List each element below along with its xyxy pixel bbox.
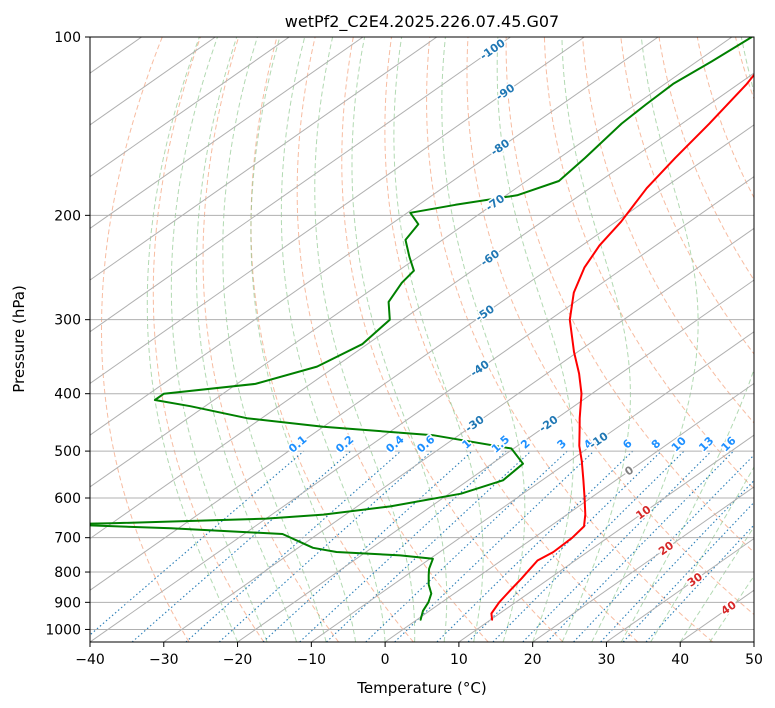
dry-adiabat [505, 37, 754, 553]
background-lines [90, 37, 754, 642]
y-tick-label: 800 [54, 565, 81, 581]
mixing-ratio-line [218, 450, 433, 642]
moist-adiabat [195, 37, 298, 642]
isotherm-gridline [90, 37, 438, 281]
mixing-ratio-line [622, 501, 754, 642]
isotherm-gridline [90, 124, 754, 591]
y-axis-label: Pressure (hPa) [10, 285, 28, 393]
mixing-ratio-line [326, 450, 532, 642]
isotherm-gridline [90, 37, 511, 333]
y-tick-label: 500 [54, 444, 81, 460]
moist-adiabat [280, 37, 386, 642]
moist-adiabat [620, 37, 754, 642]
isotherm-gridline [606, 537, 754, 642]
dry-adiabat [696, 37, 754, 199]
x-tick-label: −10 [297, 652, 327, 668]
isotherm-gridline [90, 37, 733, 488]
moist-adiabat [250, 37, 357, 642]
x-tick-label: −40 [75, 652, 105, 668]
moist-adiabat [650, 465, 754, 642]
x-tick-label: 20 [524, 652, 542, 668]
dry-adiabat [466, 37, 754, 616]
mixing-ratio-line [492, 450, 685, 642]
moist-adiabat [222, 37, 327, 642]
dry-adiabat [100, 37, 190, 642]
moist-adiabat [709, 575, 754, 642]
x-tick-label: 30 [598, 652, 616, 668]
dry-adiabat [152, 37, 265, 642]
y-tick-label: 100 [54, 30, 81, 46]
chart-title: wetPf2_C2E4.2025.226.07.45.G07 [285, 12, 559, 32]
isotherm-gridline [90, 37, 659, 436]
moist-adiabat [441, 37, 526, 642]
moist-adiabat [496, 37, 574, 642]
x-tick-label: 10 [450, 652, 468, 668]
isotherm-gridline [237, 279, 754, 642]
moist-adiabat [170, 37, 268, 642]
isotherm-gridline [90, 72, 754, 540]
plot-frame [89, 36, 755, 643]
dry-adiabat [250, 37, 414, 642]
moist-adiabat [591, 37, 699, 642]
y-tick-label: 600 [54, 491, 81, 507]
x-tick-label: −20 [223, 652, 253, 668]
x-tick-label: 0 [381, 652, 390, 668]
isotherm-gridline [311, 331, 754, 642]
axis-ticks: −40 −30 −20 −10 0 10 20 30 40 50 100 200 300 400 500 60… [45, 30, 763, 668]
x-tick-label: 40 [671, 652, 689, 668]
isotherm-gridline [90, 37, 290, 178]
moist-adiabat [351, 37, 448, 642]
moist-adiabat [314, 37, 416, 642]
mixing-ratio-line [600, 479, 754, 642]
dry-adiabat [426, 37, 714, 642]
mixing-ratio-line [185, 450, 402, 642]
mixing-ratio-line [436, 450, 634, 642]
moist-adiabat [679, 525, 754, 642]
isotherm-gridline [532, 486, 754, 642]
y-tick-label: 1000 [45, 622, 81, 638]
moist-adiabat [561, 37, 631, 642]
isotherm-gridline [384, 382, 754, 642]
isotherm-gridline [90, 37, 585, 385]
x-tick-label: 50 [745, 652, 763, 668]
y-tick-label: 300 [54, 313, 81, 329]
dry-adiabat [658, 37, 754, 281]
isotherm-gridline [90, 37, 364, 229]
dewpoint-profile-line [90, 37, 753, 621]
mixing-ratio-line [365, 450, 568, 642]
x-axis-label: Temperature (°C) [356, 679, 486, 697]
dry-adiabat [296, 37, 489, 642]
mixing-ratio-line [573, 454, 754, 642]
temperature-profile-line [490, 73, 754, 621]
mixing-ratio-line [546, 450, 734, 642]
data-series [90, 37, 754, 621]
x-tick-label: −30 [149, 652, 179, 668]
y-tick-label: 900 [54, 595, 81, 611]
y-tick-label: 400 [54, 387, 81, 403]
moist-adiabat [393, 37, 484, 642]
dry-adiabat [384, 37, 639, 642]
dry-adiabat [582, 37, 754, 424]
isotherm-gridline [163, 227, 754, 642]
isotherm-gridline [458, 434, 754, 642]
mixing-ratio-line [522, 450, 712, 642]
y-tick-label: 200 [54, 208, 81, 224]
mixing-ratio-line [394, 450, 595, 642]
isotherm-gridline [90, 176, 754, 642]
y-tick-label: 700 [54, 531, 81, 547]
